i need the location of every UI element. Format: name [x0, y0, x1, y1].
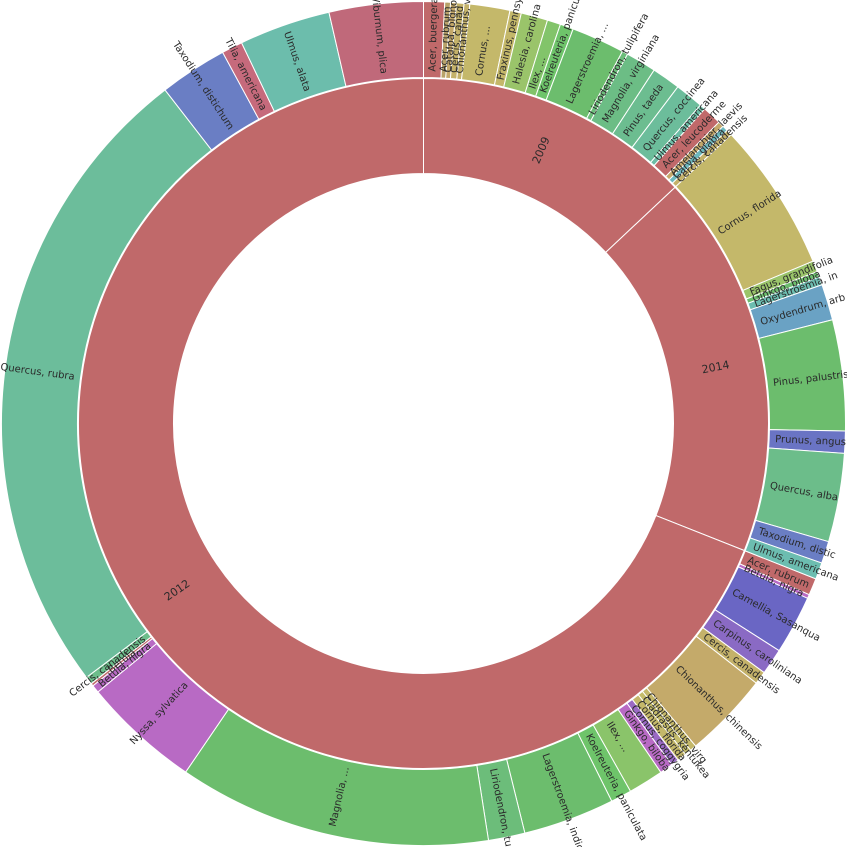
inner-label-2014: 2014 — [701, 358, 731, 376]
outer-segment-viburnum-plicatum[interactable] — [328, 0, 424, 87]
outer-segment-ulmus-americana[interactable] — [744, 537, 823, 580]
outer-label-acer-buergeria: Acer, buergera — [427, 0, 440, 72]
outer-segment-quercus-rubra[interactable] — [1, 89, 213, 679]
inner-ring — [78, 77, 769, 769]
inner-segment-2012[interactable] — [78, 77, 745, 769]
outer-label-acer-rubrum: Acer, rubrum — [439, 6, 454, 72]
outer-label-prunus-angustifolia: Prunus, angus — [775, 434, 846, 448]
